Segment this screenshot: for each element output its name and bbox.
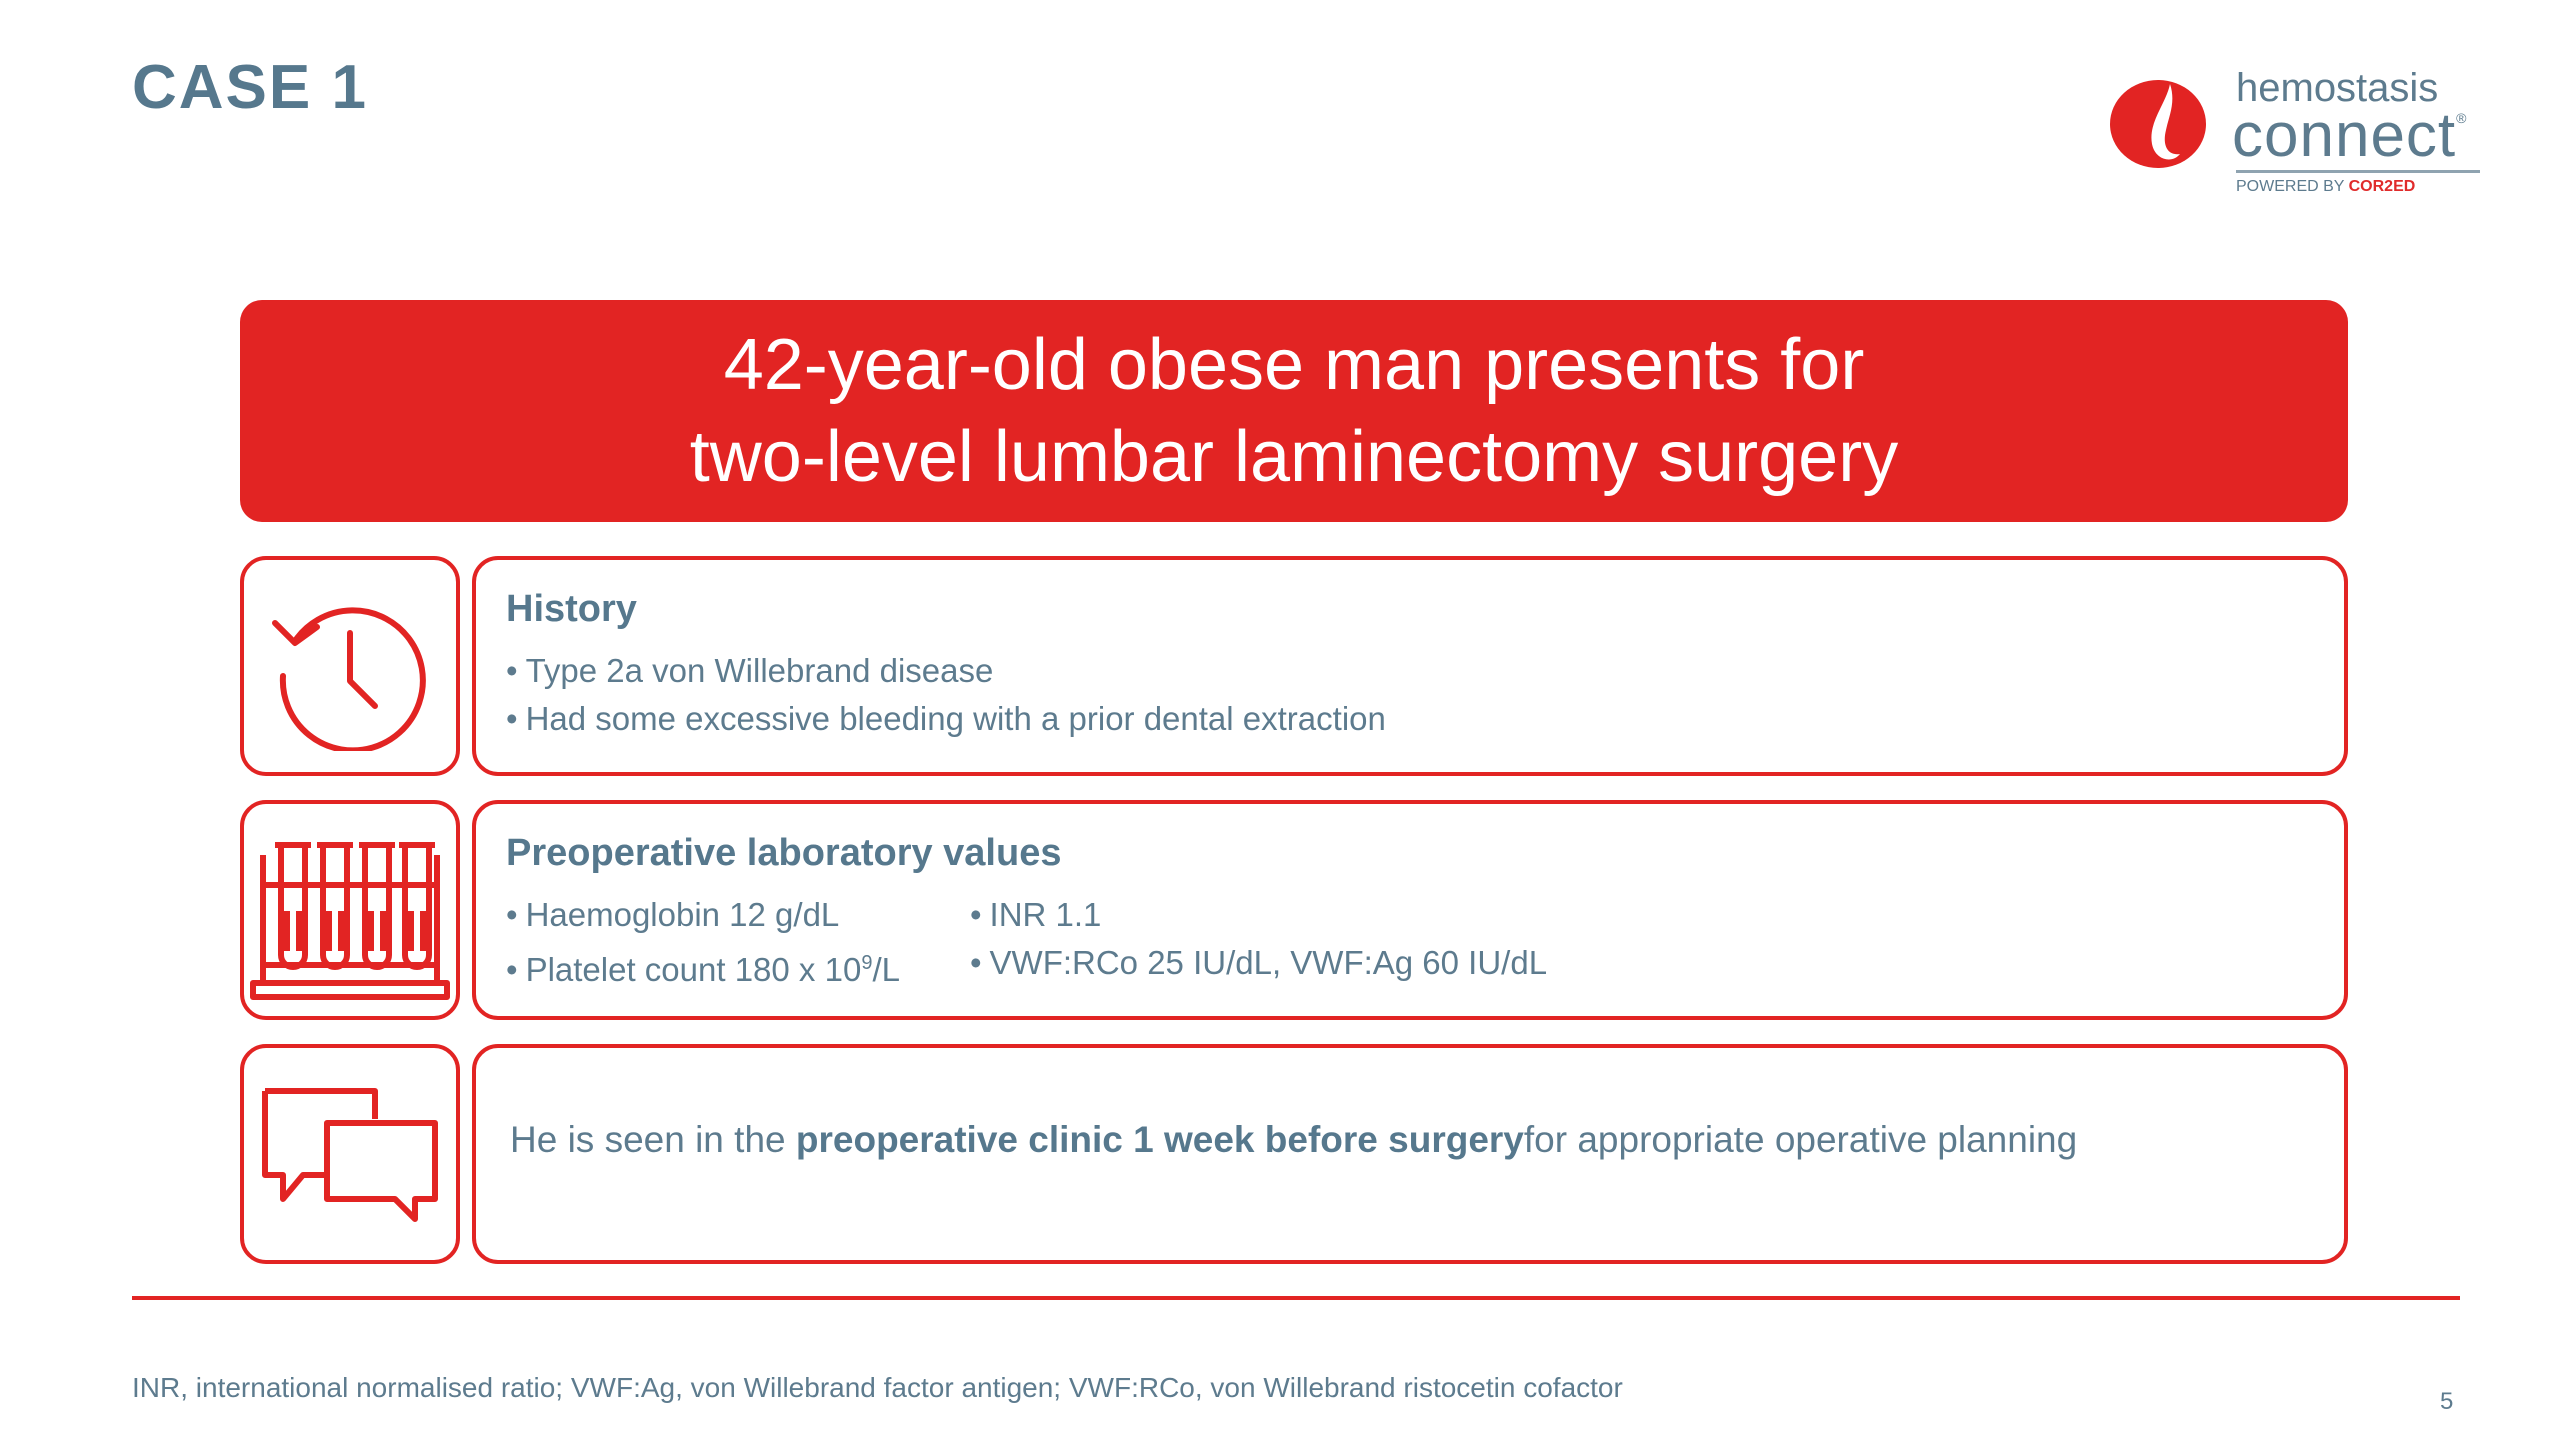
abbreviations-footnote: INR, international normalised ratio; VWF…	[132, 1372, 1623, 1403]
logo-underline	[2236, 170, 2480, 173]
blood-drop-logo-icon	[2110, 80, 2206, 168]
hemostasis-connect-logo: hemostasis connect® POWERED BY COR2ED	[2108, 66, 2508, 206]
history-bullet-2: Had some excessive bleeding with a prior…	[506, 695, 2314, 743]
labs-heading: Preoperative laboratory values	[506, 832, 1062, 874]
case-summary-banner: 42-year-old obese man presents for two-l…	[240, 300, 2348, 522]
history-icon-box	[240, 556, 460, 776]
history-box: History Type 2a von Willebrand disease H…	[472, 556, 2348, 776]
history-heading: History	[506, 588, 637, 630]
clinic-box: He is seen in the preoperative clinic 1 …	[472, 1044, 2348, 1264]
labs-icon-box	[240, 800, 460, 1020]
lab-platelet-count: Platelet count 180 x 109/L	[506, 939, 900, 994]
clock-history-icon	[272, 607, 426, 751]
lab-haemoglobin: Haemoglobin 12 g/dL	[506, 891, 900, 939]
labs-box: Preoperative laboratory values Haemoglob…	[472, 800, 2348, 1020]
case-title: CASE 1	[132, 53, 368, 122]
clinic-icon-box	[240, 1044, 460, 1264]
logo-word-connect: connect®	[2232, 101, 2468, 170]
speech-bubbles-icon	[262, 1088, 438, 1222]
lab-vwf: VWF:RCo 25 IU/dL, VWF:Ag 60 IU/dL	[970, 939, 1548, 987]
test-tubes-icon	[250, 842, 450, 1000]
lab-inr: INR 1.1	[970, 891, 1547, 939]
logo-powered-by: POWERED BY COR2ED	[2236, 178, 2416, 195]
footer-divider	[132, 1296, 2460, 1300]
banner-line-1: 42-year-old obese man presents for	[723, 325, 1865, 405]
banner-line-2: two-level lumbar laminectomy surgery	[689, 417, 1899, 497]
clinic-statement: He is seen in the preoperative clinic 1 …	[510, 1119, 2078, 1160]
logo-word-hemostasis: hemostasis	[2236, 66, 2439, 110]
history-bullet-1: Type 2a von Willebrand disease	[506, 647, 2314, 695]
page-number: 5	[2440, 1388, 2454, 1415]
